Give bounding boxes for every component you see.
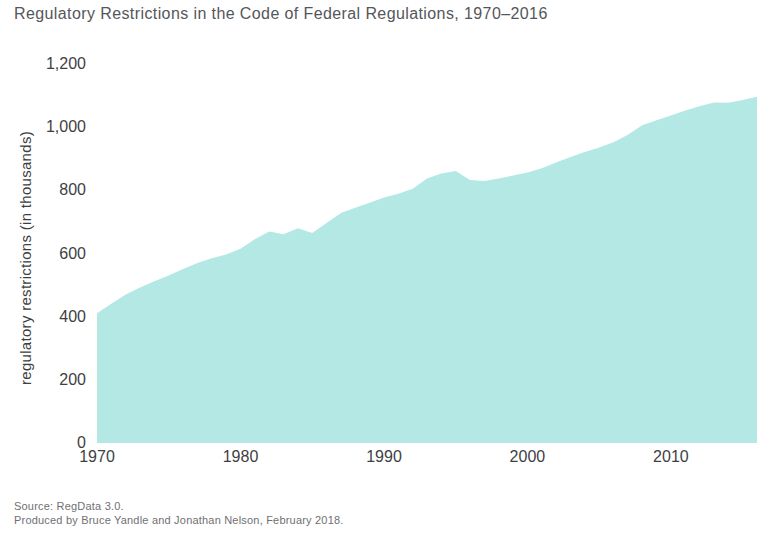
source-line-1: Source: RegData 3.0.: [14, 499, 344, 513]
chart-figure: Regulatory Restrictions in the Code of F…: [0, 0, 768, 539]
x-tick-label: 1990: [366, 448, 402, 466]
x-tick-label: 1970: [79, 448, 115, 466]
area-series: [97, 97, 757, 443]
y-tick-label: 200: [59, 370, 86, 390]
y-tick-label: 600: [59, 244, 86, 264]
x-tick-label: 1980: [223, 448, 259, 466]
y-tick-label: 1,000: [46, 117, 86, 137]
y-tick-label: 400: [59, 307, 86, 327]
source-note: Source: RegData 3.0. Produced by Bruce Y…: [14, 499, 344, 527]
x-tick-label: 2010: [653, 448, 689, 466]
y-tick-label: 800: [59, 180, 86, 200]
source-line-2: Produced by Bruce Yandle and Jonathan Ne…: [14, 513, 344, 527]
x-tick-label: 2000: [510, 448, 546, 466]
y-tick-label: 1,200: [46, 54, 86, 74]
